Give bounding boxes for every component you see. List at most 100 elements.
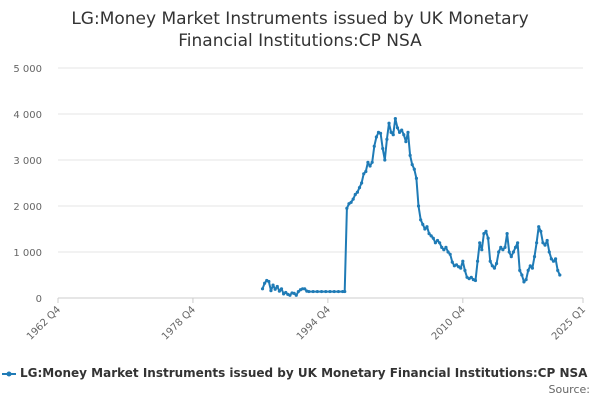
source-label: Source: — [548, 383, 591, 396]
data-point — [553, 257, 558, 261]
data-point — [503, 245, 507, 249]
data-point — [556, 268, 560, 272]
data-point — [389, 130, 393, 134]
chart-title: LG:Money Market Instruments issued by UK… — [0, 8, 600, 52]
data-point — [296, 289, 300, 294]
data-point — [547, 250, 551, 254]
data-point — [423, 227, 427, 231]
legend[interactable]: LG:Money Market Instruments issued by UK… — [0, 366, 600, 382]
data-point — [526, 268, 530, 272]
legend-swatch — [2, 371, 16, 377]
data-point — [545, 238, 549, 243]
data-point — [391, 133, 395, 137]
data-point — [279, 287, 284, 291]
data-point — [459, 266, 463, 270]
data-point — [404, 140, 408, 144]
data-point — [267, 279, 271, 284]
data-point — [284, 290, 288, 295]
data-point — [370, 160, 374, 164]
data-point — [260, 287, 265, 291]
data-point — [400, 128, 404, 132]
data-point — [520, 273, 524, 277]
y-tick-label: 3 000 — [13, 156, 42, 167]
data-point — [497, 250, 501, 254]
data-point — [444, 245, 448, 249]
data-point — [448, 252, 452, 256]
data-point — [484, 229, 488, 233]
data-point — [482, 232, 486, 236]
data-point — [273, 287, 277, 291]
data-point — [271, 283, 275, 287]
data-point — [501, 248, 505, 252]
data-point — [414, 176, 419, 180]
chart-canvas: 0 1 000 2 000 3 000 4 000 5 000 1962 Q4 1978 Q… — [13, 64, 588, 342]
data-point — [381, 146, 385, 151]
data-point — [374, 135, 378, 139]
data-point — [395, 126, 400, 130]
y-tick-label: 4 000 — [13, 110, 42, 121]
data-point — [558, 273, 562, 277]
data-point — [353, 192, 357, 197]
data-point — [522, 280, 526, 284]
data-point — [486, 236, 490, 240]
data-point — [543, 243, 547, 247]
data-point — [336, 289, 341, 294]
data-point — [551, 259, 556, 263]
data-point — [387, 121, 391, 125]
data-point — [355, 190, 359, 194]
data-point — [421, 222, 425, 226]
data-point — [349, 200, 353, 204]
data-point — [446, 250, 450, 254]
data-point — [292, 291, 296, 295]
data-point — [324, 289, 328, 294]
data-point — [294, 293, 298, 297]
data-point — [463, 268, 467, 272]
data-point — [393, 117, 397, 121]
data-point — [492, 266, 497, 270]
data-point — [364, 169, 368, 174]
data-point — [372, 144, 376, 148]
data-point — [345, 206, 349, 210]
data-point — [425, 225, 429, 229]
data-point — [450, 260, 454, 264]
data-point — [433, 241, 438, 245]
data-point — [362, 172, 366, 176]
data-point — [473, 278, 478, 283]
data-point — [263, 281, 267, 285]
series-layer — [260, 117, 562, 297]
y-tick-label: 5 000 — [13, 64, 42, 75]
data-point — [383, 158, 387, 162]
data-point — [351, 197, 355, 201]
data-point — [412, 167, 416, 171]
data-point — [397, 130, 402, 134]
data-point — [288, 293, 292, 297]
data-point — [416, 204, 421, 208]
data-point — [419, 218, 423, 222]
y-axis-ticks: 0 1 000 2 000 3 000 4 000 5 000 — [13, 64, 42, 305]
data-point — [385, 137, 389, 141]
data-point — [402, 133, 406, 137]
data-point — [440, 245, 444, 249]
data-point — [360, 181, 364, 185]
x-tick-label: 1978 Q4 — [160, 304, 198, 342]
data-point — [509, 255, 513, 259]
data-point — [435, 238, 440, 243]
data-point — [431, 236, 435, 240]
data-point — [366, 160, 370, 164]
data-point — [410, 163, 414, 167]
y-tick-label: 1 000 — [13, 248, 42, 259]
series-line — [261, 117, 561, 297]
data-point — [307, 289, 311, 294]
data-point — [541, 241, 545, 245]
data-point — [277, 289, 281, 293]
data-point — [516, 241, 520, 245]
legend-swatch-marker — [6, 371, 12, 377]
data-point — [530, 266, 534, 270]
data-point — [275, 284, 279, 289]
data-point — [378, 131, 383, 135]
data-point — [518, 268, 522, 272]
data-point — [454, 263, 459, 267]
data-point — [480, 248, 484, 252]
data-point — [408, 153, 412, 157]
chart-title-line-2: Financial Institutions:CP NSA — [178, 31, 422, 51]
